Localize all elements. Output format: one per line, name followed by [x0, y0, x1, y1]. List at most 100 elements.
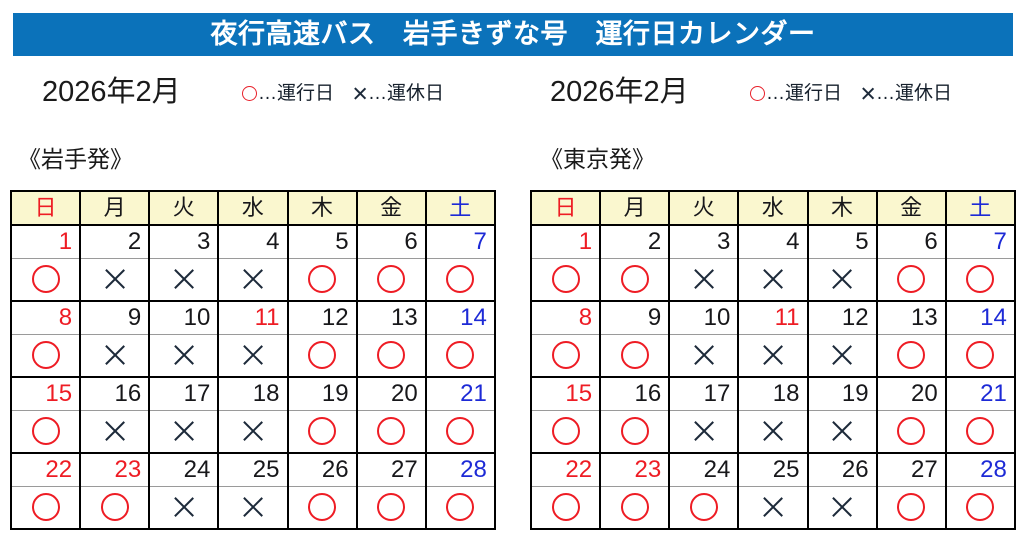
cross-icon: [101, 265, 129, 293]
circle-icon: [377, 265, 406, 294]
date-cell-1: 1: [529, 224, 602, 259]
date-cell-17: 17: [668, 376, 740, 411]
circle-icon: [897, 265, 926, 294]
status-cell-26: [286, 485, 358, 530]
legend-closed-left: …運休日: [352, 84, 444, 103]
weekday-header-wednesday: 水: [217, 190, 289, 226]
date-cell-12: 12: [286, 300, 358, 335]
circle-icon: [750, 86, 765, 101]
status-cell-18: [737, 409, 809, 454]
circle-icon: [308, 493, 337, 522]
cross-icon: [239, 493, 267, 521]
weekday-header-friday: 金: [875, 190, 947, 226]
date-row: 8 9 10 11 12 13 14: [9, 300, 496, 335]
date-cell-27: 27: [875, 452, 947, 487]
calendar-table-tokyo: 日月火水木金土 1 2 3 4 5 6 7 8 9 10 11 12 13 14 15 16 17 18 19 20 21…: [529, 190, 1016, 530]
cross-icon: [759, 341, 787, 369]
legend-closed-label-right: …運休日: [876, 83, 953, 104]
date-cell-5: 5: [286, 224, 358, 259]
status-cell-12: [806, 333, 878, 378]
legend-operating-left: …運行日: [242, 84, 334, 103]
date-row: 22 23 24 25 26 27 28: [9, 452, 496, 487]
status-cell-9: [599, 333, 671, 378]
status-row: [9, 485, 496, 530]
status-cell-6: [355, 257, 427, 302]
date-cell-15: 15: [529, 376, 602, 411]
date-cell-28: 28: [424, 452, 496, 487]
circle-icon: [31, 493, 60, 522]
status-cell-1: [9, 257, 82, 302]
date-row: 15 16 17 18 19 20 21: [529, 376, 1016, 411]
status-cell-9: [79, 333, 151, 378]
date-cell-3: 3: [148, 224, 220, 259]
status-cell-18: [217, 409, 289, 454]
legend-closed-label-left: …運休日: [368, 83, 445, 104]
circle-icon: [308, 265, 337, 294]
status-cell-5: [806, 257, 878, 302]
date-cell-14: 14: [944, 300, 1016, 335]
status-row: [529, 485, 1016, 530]
circle-icon: [966, 341, 995, 370]
status-cell-17: [148, 409, 220, 454]
status-cell-6: [875, 257, 947, 302]
circle-icon: [31, 417, 60, 446]
date-cell-6: 6: [355, 224, 427, 259]
status-cell-22: [9, 485, 82, 530]
date-cell-1: 1: [9, 224, 82, 259]
cross-icon: [239, 417, 267, 445]
date-cell-19: 19: [806, 376, 878, 411]
weekday-header-row: 日月火水木金土: [529, 190, 1016, 226]
legend-left: …運行日 …運休日: [242, 84, 444, 103]
circle-icon: [966, 417, 995, 446]
status-cell-21: [424, 409, 496, 454]
status-cell-25: [737, 485, 809, 530]
date-row: 22 23 24 25 26 27 28: [529, 452, 1016, 487]
date-cell-7: 7: [424, 224, 496, 259]
circle-icon: [377, 493, 406, 522]
status-cell-12: [286, 333, 358, 378]
date-cell-3: 3: [668, 224, 740, 259]
date-cell-10: 10: [668, 300, 740, 335]
date-row: 15 16 17 18 19 20 21: [9, 376, 496, 411]
date-cell-8: 8: [529, 300, 602, 335]
status-cell-10: [148, 333, 220, 378]
date-cell-10: 10: [148, 300, 220, 335]
status-cell-19: [286, 409, 358, 454]
circle-icon: [551, 417, 580, 446]
date-cell-5: 5: [806, 224, 878, 259]
circle-icon: [551, 493, 580, 522]
date-cell-21: 21: [424, 376, 496, 411]
circle-icon: [620, 417, 649, 446]
status-cell-1: [529, 257, 602, 302]
status-cell-14: [944, 333, 1016, 378]
date-cell-4: 4: [737, 224, 809, 259]
status-cell-2: [599, 257, 671, 302]
status-cell-3: [668, 257, 740, 302]
status-cell-5: [286, 257, 358, 302]
date-cell-21: 21: [944, 376, 1016, 411]
status-cell-24: [668, 485, 740, 530]
weekday-header-saturday: 土: [424, 190, 496, 226]
date-cell-16: 16: [599, 376, 671, 411]
status-cell-13: [355, 333, 427, 378]
weekday-header-row: 日月火水木金土: [9, 190, 496, 226]
circle-icon: [308, 341, 337, 370]
cross-icon: [690, 417, 718, 445]
status-cell-11: [737, 333, 809, 378]
circle-icon: [31, 341, 60, 370]
date-cell-24: 24: [148, 452, 220, 487]
status-cell-2: [79, 257, 151, 302]
date-cell-15: 15: [9, 376, 82, 411]
status-cell-17: [668, 409, 740, 454]
date-cell-25: 25: [217, 452, 289, 487]
circle-icon: [689, 493, 718, 522]
weekday-header-thursday: 木: [806, 190, 878, 226]
cross-icon: [828, 341, 856, 369]
circle-icon: [620, 493, 649, 522]
circle-icon: [897, 341, 926, 370]
date-cell-12: 12: [806, 300, 878, 335]
circle-icon: [446, 417, 475, 446]
